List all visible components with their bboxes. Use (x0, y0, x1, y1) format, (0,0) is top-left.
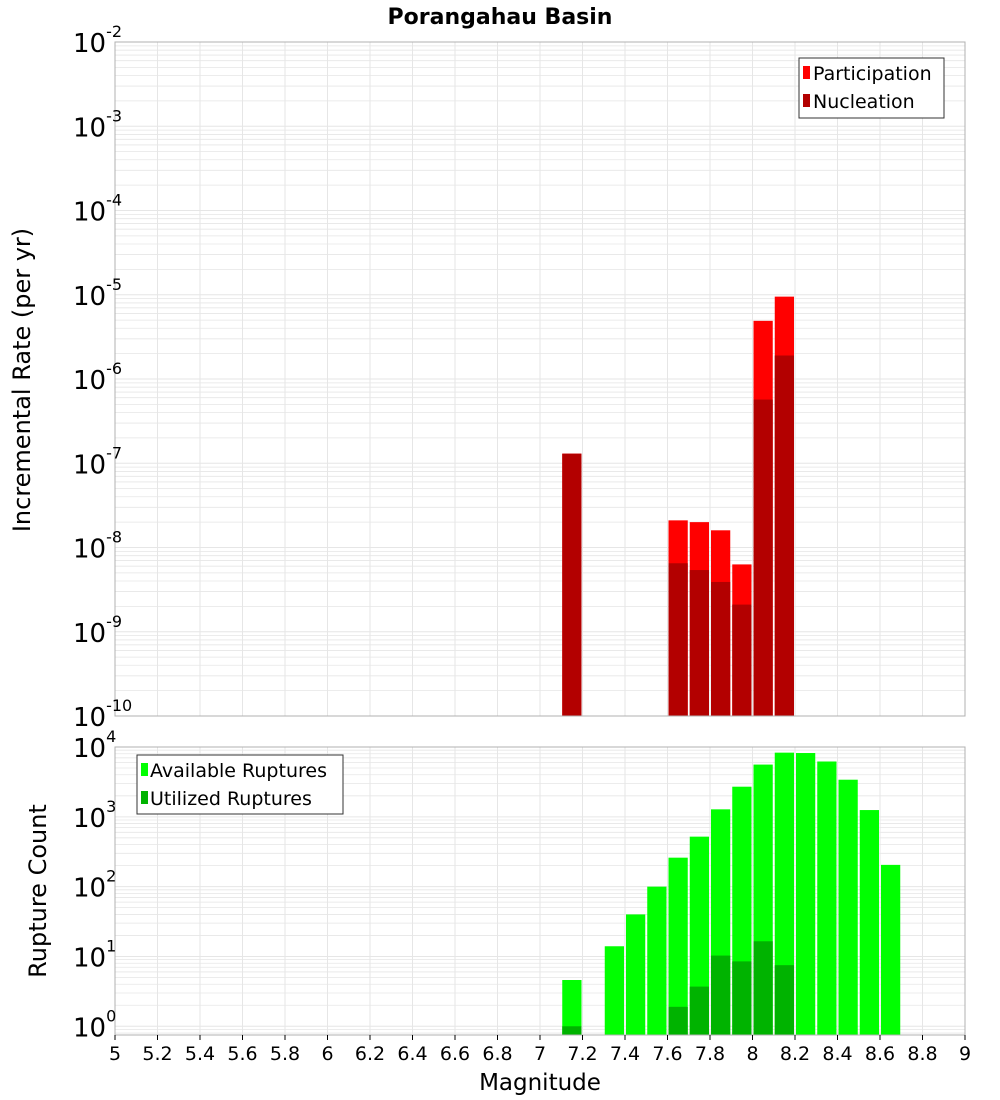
x-tick-label: 5 (109, 1043, 121, 1065)
x-tick-label: 8.6 (865, 1043, 895, 1065)
bottom-bar-available (796, 753, 816, 1035)
bottom-y-axis-label: Rupture Count (24, 804, 52, 978)
legend-swatch-utilized (141, 791, 148, 804)
top-bars (562, 296, 794, 716)
top-y-tick-label: 10-6 (73, 359, 122, 396)
bottom-bar-utilized (774, 965, 794, 1035)
legend-swatch-available (141, 763, 148, 776)
top-y-tick-label: 10-7 (73, 443, 122, 480)
x-tick-label: 6 (321, 1043, 333, 1065)
bottom-bar-available (647, 886, 667, 1035)
x-tick-label: 6.8 (482, 1043, 512, 1065)
x-tick-label: 5.4 (185, 1043, 215, 1065)
x-tick-label: 5.6 (227, 1043, 257, 1065)
top-bar-nucleation (668, 563, 688, 716)
top-legend-box (798, 57, 945, 119)
bottom-bar-utilized (732, 961, 752, 1035)
top-y-ticks: 10-10 10-9 10-8 10-7 10-6 10-5 10-4 10-3 10-2 (73, 22, 132, 733)
x-tick-label: 6.6 (440, 1043, 470, 1065)
bottom-bar-available (689, 836, 709, 1035)
bottom-bar-available (859, 810, 879, 1035)
bottom-bar-utilized (753, 941, 773, 1035)
bottom-bar-available (626, 914, 646, 1035)
x-tick-label: 8.4 (822, 1043, 852, 1065)
top-grid (114, 41, 966, 717)
top-y-tick-label: 10-4 (73, 191, 122, 228)
top-y-tick-label: 10-9 (73, 612, 122, 649)
legend-label-participation: Participation (813, 63, 932, 85)
top-bar-nucleation (562, 453, 582, 716)
bottom-bar-available (838, 779, 858, 1035)
bottom-panel: 100 101 102 103 104 Rupture Count Available … (24, 727, 966, 1043)
top-y-tick-label: 10-3 (73, 106, 122, 143)
bottom-bar-available (562, 980, 582, 1035)
bottom-bars (562, 752, 901, 1035)
bottom-y-tick-label: 103 (73, 797, 116, 834)
bottom-bar-utilized (689, 986, 709, 1035)
top-legend: Participation Nucleation (798, 57, 945, 119)
top-bar-nucleation (753, 399, 773, 716)
top-bar-nucleation (774, 355, 794, 716)
bottom-y-ticks: 100 101 102 103 104 (73, 727, 116, 1043)
bottom-bar-utilized (668, 1006, 688, 1035)
top-panel: 10-10 10-9 10-8 10-7 10-6 10-5 10-4 10-3 10-2 In… (8, 22, 966, 733)
x-tick-label: 8.2 (780, 1043, 810, 1065)
legend-swatch-nucleation (803, 94, 810, 107)
bottom-bar-available (817, 761, 837, 1035)
x-tick-label: 8 (746, 1043, 758, 1065)
top-bar-nucleation (732, 604, 752, 716)
x-tick-label: 6.4 (397, 1043, 427, 1065)
x-axis-label: Magnitude (479, 1070, 601, 1096)
x-tick-label: 7.6 (652, 1043, 682, 1065)
bottom-y-tick-label: 102 (73, 867, 116, 904)
bottom-y-tick-label: 101 (73, 936, 116, 973)
top-y-tick-label: 10-8 (73, 528, 122, 565)
top-y-axis-label: Incremental Rate (per yr) (8, 228, 36, 532)
x-tick-label: 6.2 (355, 1043, 385, 1065)
x-tick-label: 5.8 (270, 1043, 300, 1065)
x-tick-label: 7.4 (610, 1043, 640, 1065)
top-plot-frame (114, 41, 966, 717)
legend-label-nucleation: Nucleation (813, 91, 915, 113)
top-bar-nucleation (711, 581, 731, 716)
bottom-legend-box (136, 754, 344, 815)
x-tick-label: 9 (959, 1043, 971, 1065)
bottom-bar-utilized (562, 1026, 582, 1035)
bottom-legend: Available Ruptures Utilized Ruptures (136, 754, 344, 815)
x-tick-label: 7.8 (695, 1043, 725, 1065)
top-bar-nucleation (689, 570, 709, 716)
x-ticks: 5 5.2 5.4 5.6 5.8 6 6.2 6.4 6.6 6.8 7 7.2 7.4 7.6 7.8 8… (109, 1035, 971, 1065)
x-tick-label: 8.8 (907, 1043, 937, 1065)
bottom-bar-available (668, 857, 688, 1035)
legend-swatch-participation (803, 66, 810, 79)
x-tick-label: 5.2 (142, 1043, 172, 1065)
top-y-tick-label: 10-2 (73, 22, 122, 59)
x-tick-label: 7.2 (567, 1043, 597, 1065)
bottom-y-tick-label: 100 (73, 1006, 116, 1043)
chart-title: Porangahau Basin (388, 5, 613, 30)
x-tick-label: 7 (534, 1043, 546, 1065)
top-y-tick-label: 10-5 (73, 275, 122, 312)
bottom-bar-available (881, 864, 901, 1035)
top-y-tick-label: 10-10 (73, 696, 132, 733)
bottom-y-tick-label: 104 (73, 727, 116, 764)
bottom-bar-available (604, 946, 624, 1035)
legend-label-utilized: Utilized Ruptures (150, 788, 312, 810)
bottom-bar-available (774, 752, 794, 1035)
bottom-bar-utilized (711, 955, 731, 1035)
legend-label-available: Available Ruptures (150, 760, 327, 782)
